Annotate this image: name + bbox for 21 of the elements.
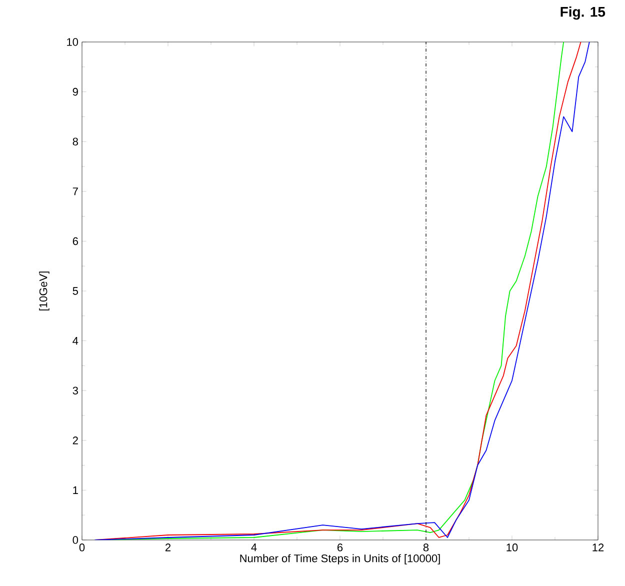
y-tick-label: 7	[72, 188, 78, 196]
y-tick-label: 8	[72, 138, 78, 146]
x-tick-label: 10	[506, 544, 518, 552]
y-tick-label: 10	[67, 38, 78, 46]
chart-title: Fig. 15	[560, 6, 606, 20]
y-tick-label: 4	[72, 337, 78, 345]
y-tick-label: 5	[72, 287, 78, 295]
y-axis-title: [10GeV]	[39, 272, 50, 310]
x-tick-label: 2	[165, 544, 171, 552]
y-tick-label: 2	[72, 436, 78, 444]
x-tick-label: 6	[338, 544, 343, 552]
x-tick-label: 4	[251, 544, 257, 552]
x-axis-title: Number of Time Steps in Units of [10000]	[240, 554, 440, 564]
y-tick-label: 9	[72, 88, 78, 96]
y-tick-label: 0	[72, 536, 78, 544]
y-tick-label: 6	[72, 237, 78, 246]
y-tick-label: 1	[73, 486, 78, 494]
x-tick-label: 8	[423, 544, 429, 552]
x-tick-label: 0	[79, 544, 85, 552]
x-tick-label: 12	[592, 544, 604, 552]
y-tick-label: 3	[72, 386, 78, 394]
